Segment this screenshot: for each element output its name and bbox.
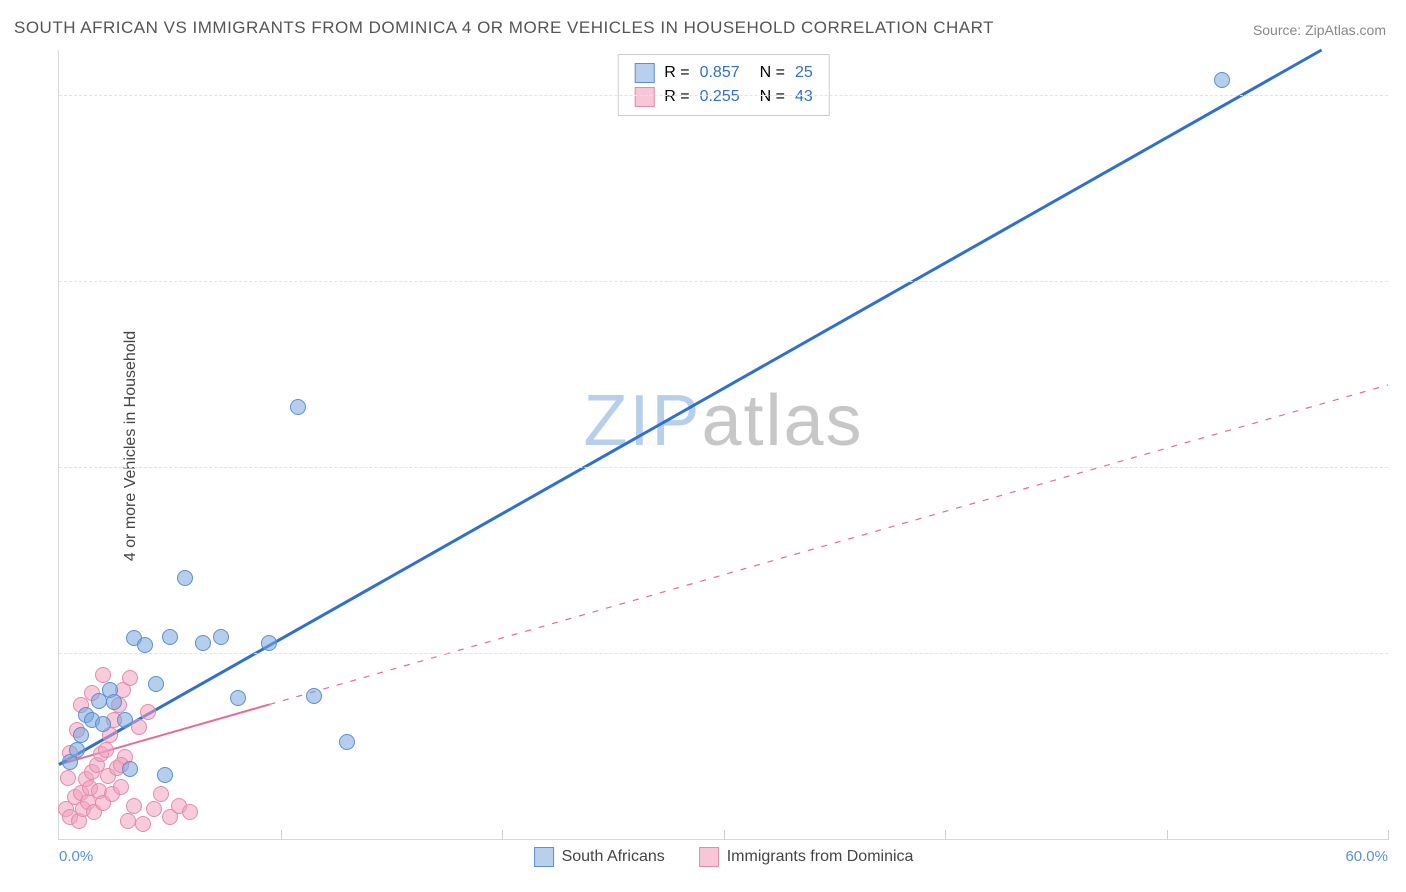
scatter-point-blue (73, 727, 89, 743)
scatter-point-pink (146, 801, 162, 817)
n-label: N = (760, 85, 785, 109)
scatter-point-blue (157, 767, 173, 783)
y-tick-label: 12.5% (1393, 644, 1406, 661)
scatter-point-pink (153, 786, 169, 802)
scatter-point-pink (122, 670, 138, 686)
n-value-blue: 25 (795, 61, 813, 85)
plot-area: ZIPatlas R = 0.857 N = 25 R = 0.255 N = … (58, 50, 1388, 840)
x-axis-min-label: 0.0% (59, 848, 93, 865)
scatter-point-pink (126, 798, 142, 814)
x-tick (281, 830, 282, 840)
scatter-point-pink (98, 742, 114, 758)
scatter-point-blue (137, 637, 153, 653)
legend-row-blue: R = 0.857 N = 25 (634, 61, 813, 85)
legend-label-blue: South Africans (562, 848, 665, 866)
scatter-point-blue (261, 635, 277, 651)
gridline (59, 653, 1388, 654)
legend-swatch-pink (699, 847, 719, 867)
x-tick (724, 830, 725, 840)
legend-swatch-blue (534, 847, 554, 867)
scatter-point-blue (230, 690, 246, 706)
scatter-point-pink (95, 667, 111, 683)
y-tick-label: 37.5% (1393, 272, 1406, 289)
legend-row-pink: R = 0.255 N = 43 (634, 85, 813, 109)
scatter-point-blue (339, 734, 355, 750)
x-tick (945, 830, 946, 840)
y-tick-label: 25.0% (1393, 458, 1406, 475)
x-tick (502, 830, 503, 840)
scatter-point-blue (290, 399, 306, 415)
scatter-point-blue (177, 570, 193, 586)
scatter-point-pink (140, 704, 156, 720)
scatter-point-pink (113, 779, 129, 795)
trend-lines-layer (59, 50, 1388, 839)
scatter-point-blue (162, 629, 178, 645)
r-label: R = (664, 85, 689, 109)
legend-label-pink: Immigrants from Dominica (727, 848, 914, 866)
scatter-point-blue (95, 716, 111, 732)
gridline (59, 467, 1388, 468)
scatter-point-blue (306, 688, 322, 704)
scatter-point-blue (122, 761, 138, 777)
scatter-point-pink (120, 813, 136, 829)
x-axis-max-label: 60.0% (1345, 848, 1388, 865)
x-tick (1167, 830, 1168, 840)
scatter-point-blue (1214, 72, 1230, 88)
scatter-point-blue (213, 629, 229, 645)
legend-item-pink: Immigrants from Dominica (699, 847, 914, 867)
legend-swatch-blue (634, 63, 654, 83)
scatter-point-blue (69, 742, 85, 758)
scatter-point-pink (60, 770, 76, 786)
chart-title: SOUTH AFRICAN VS IMMIGRANTS FROM DOMINIC… (14, 18, 994, 38)
trend-line (269, 385, 1388, 705)
series-legend: South Africans Immigrants from Dominica (534, 847, 914, 867)
scatter-point-blue (106, 694, 122, 710)
scatter-point-blue (148, 676, 164, 692)
legend-swatch-pink (634, 87, 654, 107)
scatter-point-pink (135, 816, 151, 832)
n-value-pink: 43 (795, 85, 813, 109)
trend-line (59, 50, 1322, 765)
scatter-point-pink (182, 804, 198, 820)
r-value-blue: 0.857 (700, 61, 740, 85)
correlation-legend: R = 0.857 N = 25 R = 0.255 N = 43 (617, 54, 830, 116)
source-attribution: Source: ZipAtlas.com (1253, 22, 1386, 38)
r-label: R = (664, 61, 689, 85)
n-label: N = (760, 61, 785, 85)
y-tick-label: 50.0% (1393, 86, 1406, 103)
scatter-point-blue (195, 635, 211, 651)
gridline (59, 95, 1388, 96)
scatter-point-blue (117, 712, 133, 728)
legend-item-blue: South Africans (534, 847, 665, 867)
r-value-pink: 0.255 (700, 85, 740, 109)
gridline (59, 281, 1388, 282)
x-tick (1388, 830, 1389, 840)
